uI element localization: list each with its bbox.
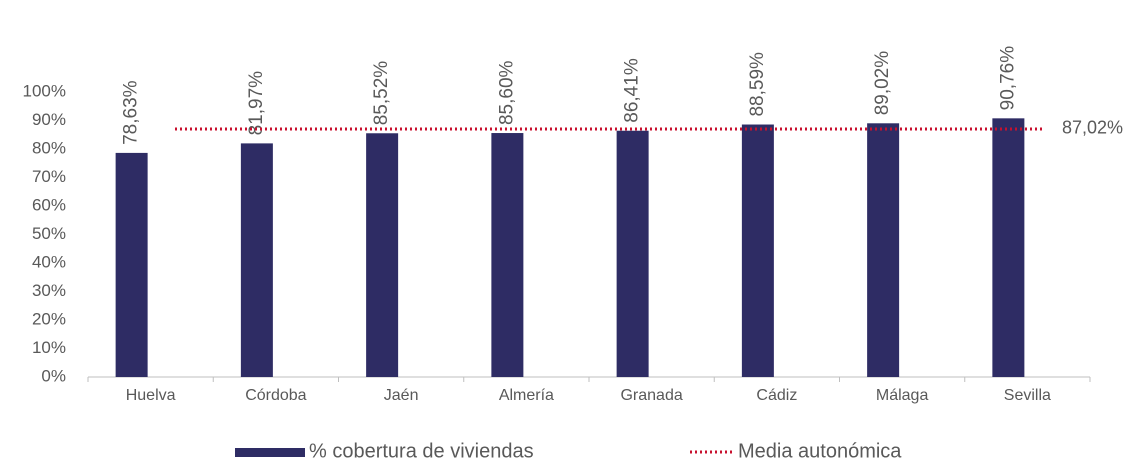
x-tick-label: Huelva (126, 387, 176, 404)
data-label: 81,97% (246, 71, 267, 136)
y-tick-label: 80% (32, 138, 66, 157)
data-label: 86,41% (622, 58, 643, 123)
bar (616, 130, 649, 377)
bar (741, 124, 774, 378)
legend-label: % cobertura de viviendas (309, 440, 534, 462)
bar (867, 123, 900, 377)
bar (115, 152, 148, 377)
data-label: 85,60% (496, 60, 517, 125)
legend-swatch (235, 448, 305, 457)
y-tick-label: 90% (32, 110, 66, 129)
y-tick-label: 60% (32, 195, 66, 214)
x-tick-label: Sevilla (1004, 387, 1051, 404)
y-tick-label: 70% (32, 167, 66, 186)
bar (240, 143, 273, 377)
data-label: 88,59% (747, 52, 768, 117)
bar (992, 118, 1025, 378)
y-tick-label: 50% (32, 224, 66, 243)
data-label: 89,02% (872, 51, 893, 116)
x-tick-label: Almería (499, 387, 554, 404)
y-tick-label: 10% (32, 338, 66, 357)
bar (491, 133, 524, 377)
x-tick-label: Granada (620, 387, 682, 404)
x-tick-label: Málaga (876, 387, 929, 404)
data-label: 78,63% (121, 80, 142, 145)
y-tick-label: 40% (32, 252, 66, 271)
y-tick-label: 0% (41, 366, 66, 385)
x-tick-label: Jaén (384, 387, 419, 404)
y-tick-label: 30% (32, 281, 66, 300)
y-tick-label: 20% (32, 309, 66, 328)
y-tick-label: 100% (23, 81, 66, 100)
legend-label: Media autonómica (738, 440, 902, 462)
x-tick-label: Córdoba (245, 387, 306, 404)
reference-label: 87,02% (1062, 118, 1123, 138)
x-tick-label: Cádiz (756, 387, 797, 404)
data-label: 90,76% (997, 46, 1018, 111)
bar (366, 133, 399, 377)
data-label: 85,52% (371, 61, 392, 126)
